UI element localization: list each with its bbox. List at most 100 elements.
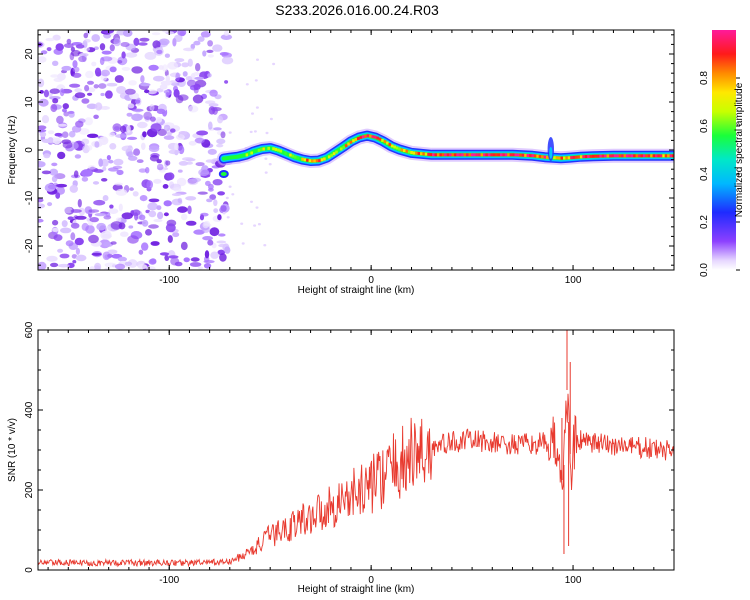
y-tick-label: 0: [24, 567, 35, 573]
noise-blob: [120, 125, 127, 133]
ridge-core-segment: [344, 144, 348, 148]
noise-blob: [158, 38, 170, 46]
noise-blob: [264, 171, 268, 174]
ridge-core-segment: [441, 153, 445, 157]
noise-blob: [195, 62, 201, 72]
noise-blob: [212, 44, 223, 52]
noise-blob: [148, 198, 160, 203]
noise-blob: [94, 213, 107, 217]
noise-blob: [52, 219, 59, 226]
noise-blob: [120, 231, 129, 237]
ridge-core-segment: [516, 153, 520, 157]
ridge-core-segment: [311, 159, 314, 163]
ridge-core-segment: [378, 137, 382, 141]
spectrogram-x-label: Height of straight line (km): [298, 285, 415, 296]
ridge-core-segment: [410, 151, 413, 154]
noise-blob: [185, 76, 193, 81]
noise-blob: [178, 131, 187, 136]
noise-blob: [81, 98, 90, 104]
noise-blob: [221, 56, 234, 65]
ridge-core-segment: [638, 154, 641, 158]
ridge-core-segment: [514, 153, 518, 157]
noise-blob: [213, 127, 222, 131]
noise-blob: [43, 153, 51, 159]
ridge-core-segment: [536, 154, 539, 158]
noise-blob: [167, 131, 172, 136]
noise-blob: [114, 75, 124, 83]
noise-blob: [61, 131, 69, 138]
noise-blob: [178, 161, 189, 166]
noise-blob: [41, 138, 53, 143]
noise-blob: [163, 135, 175, 140]
noise-blob: [217, 115, 224, 124]
ridge-core-segment: [376, 136, 379, 140]
noise-blob: [190, 257, 200, 262]
noise-blob: [47, 184, 58, 190]
noise-blob: [53, 234, 63, 242]
noise-blob: [38, 78, 45, 88]
ridge-core-segment: [495, 153, 498, 157]
noise-blob: [256, 58, 259, 61]
noise-blob: [193, 229, 205, 235]
noise-blob: [74, 237, 84, 246]
noise-blob: [255, 206, 259, 209]
noise-blob: [132, 108, 144, 112]
noise-blob: [226, 216, 230, 219]
noise-blob: [139, 214, 146, 221]
ridge-core-segment: [475, 153, 479, 157]
noise-blob: [147, 89, 158, 95]
noise-blob: [115, 217, 122, 223]
ridge-core: [245, 134, 674, 163]
ridge-core-segment: [357, 137, 360, 140]
noise-blob: [78, 127, 90, 135]
noise-blob: [67, 262, 75, 269]
ridge-core-segment: [352, 139, 355, 143]
noise-blob: [74, 154, 82, 159]
ridge-core-segment: [420, 152, 423, 156]
noise-blob: [50, 262, 59, 268]
noise-blob: [83, 47, 90, 52]
noise-blob: [145, 266, 156, 270]
noise-blob: [170, 128, 176, 133]
noise-blob: [167, 235, 173, 243]
noise-blob: [127, 136, 138, 140]
ridge-core-segment: [616, 154, 619, 158]
noise-blob: [222, 212, 226, 215]
ridge-core-segment: [439, 153, 442, 157]
noise-blob: [208, 183, 214, 190]
noise-blob: [127, 235, 139, 244]
ridge-core-segment: [318, 159, 321, 163]
ridge-core-segment: [487, 153, 491, 157]
noise-blob: [87, 80, 94, 85]
noise-blob: [148, 145, 160, 153]
noise-blob: [176, 177, 187, 187]
noise-blob: [61, 65, 72, 71]
noise-blob: [221, 52, 232, 58]
noise-blob: [55, 192, 61, 199]
ridge-core-segment: [655, 154, 658, 158]
ridge-core-segment: [359, 135, 362, 139]
snr-x-label: Height of straight line (km): [298, 584, 415, 595]
spectrogram-y-label: Frequency (Hz): [7, 116, 18, 185]
noise-blob: [70, 222, 80, 229]
noise-blob: [74, 88, 83, 93]
noise-blob: [194, 137, 205, 144]
ridge-core-segment: [388, 143, 392, 146]
ridge-core-segment: [449, 153, 452, 157]
ridge-core-segment: [555, 156, 559, 160]
noise-blob: [148, 64, 159, 71]
noise-blob: [94, 262, 102, 270]
ridge-core-segment: [248, 152, 251, 156]
ridge-core-segment: [347, 142, 350, 146]
noise-blob: [94, 102, 103, 111]
noise-blob: [145, 229, 152, 236]
noise-blob: [137, 121, 148, 129]
noise-blob: [102, 166, 107, 171]
noise-blob: [109, 143, 117, 150]
noise-blob: [218, 243, 227, 248]
ridge-core-segment: [575, 155, 578, 159]
noise-blob: [81, 169, 93, 177]
noise-blob: [63, 111, 70, 117]
ridge-core-segment: [621, 154, 624, 158]
ridge-core-segment: [509, 153, 513, 157]
